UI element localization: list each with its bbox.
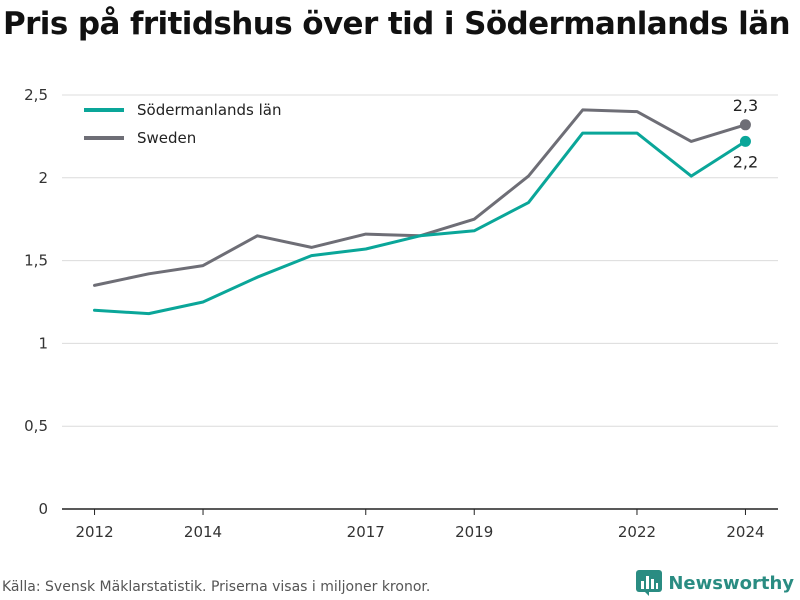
gridlines [62,94,778,427]
y-tick-label: 1,5 [24,252,48,270]
series-end-point [739,135,751,147]
series-end-point [739,119,751,131]
y-tick-label: 2,5 [24,86,48,104]
series-end-label: 2,3 [733,96,758,115]
legend-label: Sweden [137,129,196,147]
x-tick-label: 2017 [347,523,385,541]
x-tick-label: 2022 [618,523,656,541]
series-line-0 [93,131,747,316]
y-tick-label: 2 [38,169,48,187]
brand-logo[interactable]: Newsworthy [636,570,794,596]
legend-label: Södermanlands län [137,101,282,119]
brand-name: Newsworthy [668,572,794,594]
x-tick-label: 2014 [184,523,222,541]
x-tick-label: 2012 [75,523,113,541]
y-tick-label: 0 [38,500,48,518]
series-end-label: 2,2 [733,152,758,171]
legend-background [74,96,316,154]
newsworthy-logo-icon [636,570,663,596]
source-note: Källa: Svensk Mäklarstatistik. Priserna … [2,579,431,595]
axes: 0 0,5 1 1,5 2 2,5 2012 2014 2017 2019 2022 2024 [24,86,778,541]
chart-title: Pris på fritidshus över tid i Södermanla… [3,6,791,42]
line-chart: 0 0,5 1 1,5 2 2,5 2012 2014 2017 2019 2022 2024 2,3… [24,86,778,541]
x-tick-label: 2024 [726,523,764,541]
legend: Södermanlands län Sweden [74,96,316,154]
y-tick-label: 0,5 [24,417,48,435]
x-tick-label: 2019 [455,523,493,541]
y-tick-label: 1 [38,334,48,352]
series-lines: 2,3 2,2 [93,96,758,316]
